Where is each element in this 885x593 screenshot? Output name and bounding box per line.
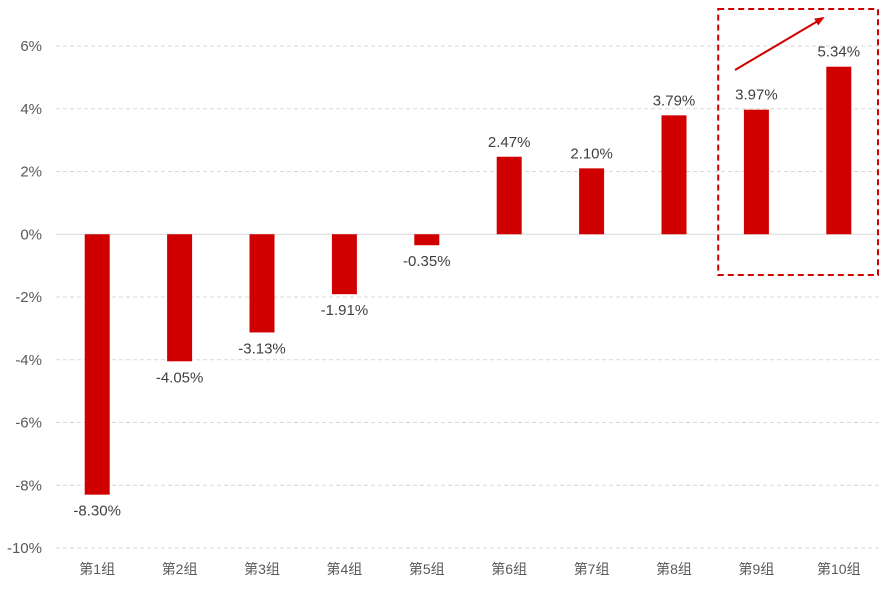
category-label: 第6组: [491, 561, 527, 577]
highlight-annotation: [717, 8, 880, 276]
bar: [167, 234, 193, 362]
category-label: 第2组: [162, 561, 198, 577]
bar: [661, 115, 687, 235]
data-label: -8.30%: [73, 503, 121, 520]
category-label: 第8组: [656, 561, 692, 577]
category-label: 第5组: [409, 561, 445, 577]
category-label: 第10组: [817, 561, 861, 577]
category-label: 第4组: [327, 561, 363, 577]
gridlines: [56, 45, 880, 549]
y-tick-label: -2%: [15, 289, 42, 306]
category-label: 第1组: [79, 561, 115, 577]
bar: [743, 109, 769, 235]
data-label: 5.34%: [818, 44, 861, 61]
data-label: 2.47%: [488, 134, 531, 151]
data-label: -3.13%: [238, 340, 286, 357]
category-label: 第9组: [739, 561, 775, 577]
category-label: 第7组: [574, 561, 610, 577]
data-label: -4.05%: [156, 369, 204, 386]
bar: [826, 66, 852, 235]
bar: [249, 234, 275, 333]
category-label: 第3组: [244, 561, 280, 577]
x-axis-category-labels: 第1组 第2组 第3组 第4组 第5组 第6组 第7组 第8组 第9组 第10组: [79, 561, 860, 577]
bars: [84, 66, 852, 495]
data-labels: -8.30% -4.05% -3.13% -1.91% -0.35% 2.47% 2.10%…: [73, 44, 860, 520]
y-tick-label: -10%: [7, 540, 42, 557]
trend-arrow: [734, 16, 825, 71]
bar: [414, 234, 440, 246]
y-axis-tick-labels: 6% 4% 2% 0% -2% -4% -6% -8% -10%: [7, 38, 42, 557]
y-tick-label: 2%: [20, 164, 42, 181]
y-tick-label: -4%: [15, 352, 42, 369]
bar: [579, 168, 605, 235]
highlight-box: [717, 8, 880, 276]
bar: [84, 234, 110, 495]
y-tick-label: -6%: [15, 415, 42, 432]
data-label: 3.97%: [735, 87, 778, 104]
y-tick-label: 4%: [20, 101, 42, 118]
bar: [496, 156, 522, 235]
data-label: 2.10%: [570, 145, 613, 162]
data-label: 3.79%: [653, 92, 696, 109]
y-tick-label: -8%: [15, 477, 42, 494]
y-tick-label: 0%: [20, 226, 42, 243]
y-tick-label: 6%: [20, 38, 42, 55]
bar: [331, 234, 357, 295]
data-label: -1.91%: [321, 302, 369, 319]
data-label: -0.35%: [403, 253, 451, 270]
